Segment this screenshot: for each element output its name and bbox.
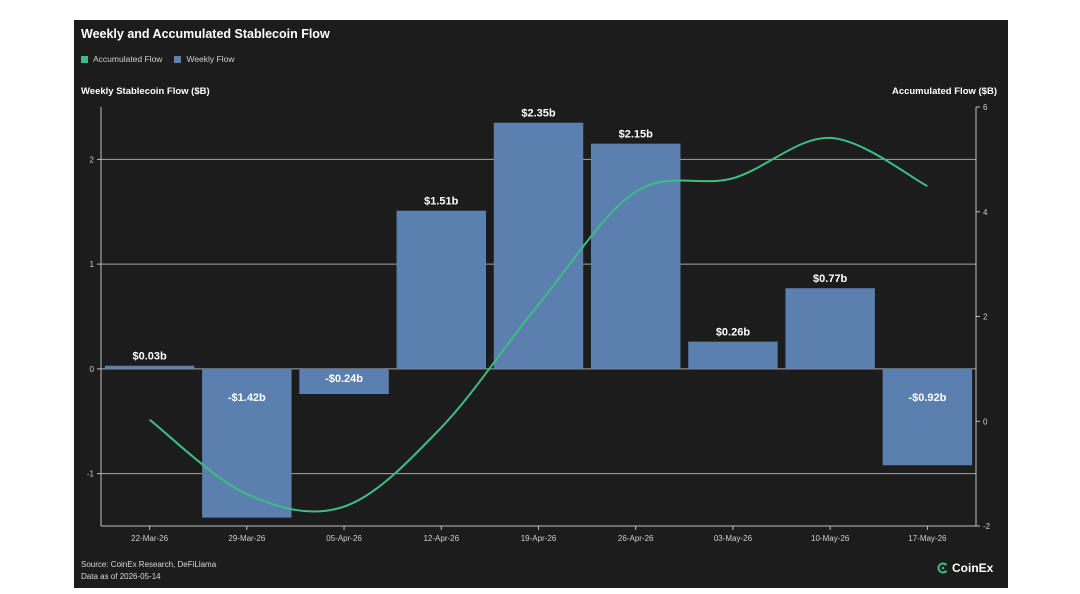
chart-title: Weekly and Accumulated Stablecoin Flow [81,27,330,41]
x-tick-label: 19-Apr-26 [521,534,557,543]
y-right-tick-label: 2 [983,313,988,322]
y-right-tick-label: 0 [983,417,988,426]
bar [396,210,486,369]
bar-data-label: -$0.24b [325,373,363,385]
bar-data-label: -$1.42b [228,392,266,404]
x-tick-label: 03-May-26 [714,534,753,543]
chart-footer: Source: CoinEx Research, DeFiLlama Data … [81,559,216,583]
logo-text: CoinEx [952,561,994,575]
y-axis-left-label: Weekly Stablecoin Flow ($B) [81,86,210,97]
bar [299,368,389,395]
bar-data-label: $1.51b [424,196,459,208]
bar-data-label: -$0.92b [908,392,946,404]
legend-label-accumulated-flow: Accumulated Flow [93,54,163,64]
bar-data-label: $0.77b [813,273,848,285]
source-text: Source: CoinEx Research, DeFiLlama [81,560,217,569]
data-date-text: Data as of 2026-05-14 [81,572,161,581]
bar [493,122,584,369]
y-left-tick-label: 0 [90,365,95,374]
x-tick-label: 12-Apr-26 [423,534,459,543]
x-tick-label: 29-Mar-26 [228,534,265,543]
bar-data-label: $2.15b [619,129,654,141]
bar [785,288,875,369]
x-tick-label: 22-Mar-26 [131,534,168,543]
y-axis-right-label: Accumulated Flow ($B) [891,86,997,97]
accumulated-flow-line [149,136,928,513]
y-left-tick-label: -1 [87,470,95,479]
x-tick-label: 10-May-26 [811,534,850,543]
coinex-logo: CoinEx [937,561,993,575]
chart-legend: Accumulated Flow Weekly Flow [81,54,234,64]
y-right-tick-label: -2 [983,522,991,531]
legend-item-accumulated-flow: Accumulated Flow [81,54,162,64]
bar [591,143,681,369]
y-right-tick-label: 4 [983,208,988,217]
legend-swatch-accumulated-flow [81,55,88,63]
bar-data-label: $2.35b [521,108,556,120]
y-right-tick-label: 6 [983,103,988,112]
legend-swatch-weekly-flow [174,55,182,63]
bar [104,365,195,369]
bar-data-label: $0.03b [132,351,167,363]
y-left-tick-label: 1 [90,260,95,269]
x-tick-label: 05-Apr-26 [326,534,362,543]
y-left-tick-label: 2 [90,155,95,164]
bar [202,368,292,518]
coinex-logo-icon [937,562,948,574]
bar [688,341,778,369]
legend-label-weekly-flow: Weekly Flow [186,54,235,64]
x-tick-label: 17-May-26 [908,534,947,543]
bar [882,368,973,466]
bar-data-label: $0.26b [716,327,751,339]
x-tick-label: 26-Apr-26 [618,534,654,543]
legend-item-weekly-flow: Weekly Flow [174,54,234,64]
